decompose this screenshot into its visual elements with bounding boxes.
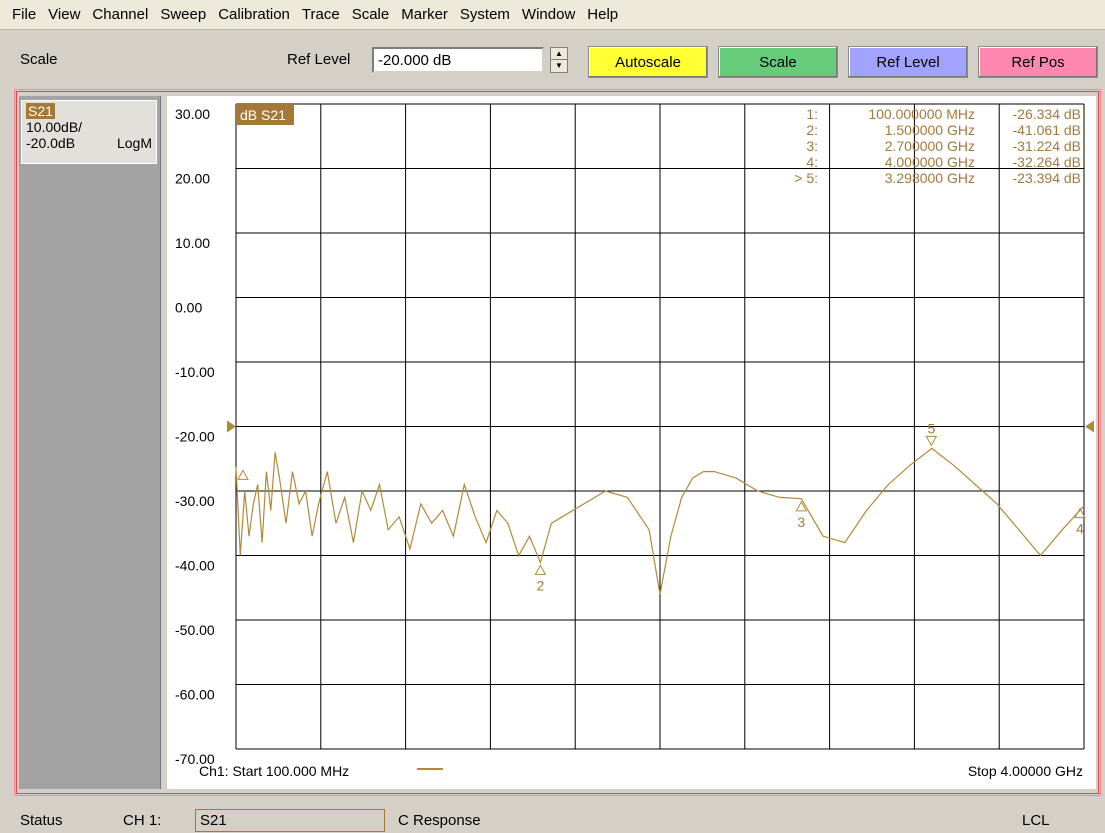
trace-label: dB S21 <box>240 107 286 123</box>
trace-status-box[interactable]: S21 10.00dB/ -20.0dB LogM <box>21 100 157 164</box>
menu-calibration[interactable]: Calibration <box>218 6 290 23</box>
menu-view[interactable]: View <box>48 6 81 23</box>
y-tick-label: 10.00 <box>175 235 210 251</box>
marker-row-freq: 1.500000 GHz <box>885 122 975 138</box>
marker-row-value: -31.224 dB <box>1013 138 1082 154</box>
y-tick-label: -10.00 <box>175 364 215 380</box>
ref-pos-button[interactable]: Ref Pos <box>978 46 1098 78</box>
marker-row-freq: 4.000000 GHz <box>885 154 975 170</box>
trace-name: S21 <box>26 103 55 119</box>
ref-level-input[interactable] <box>372 47 544 73</box>
remote-status: LCL <box>1022 812 1050 829</box>
menu-help[interactable]: Help <box>587 6 619 23</box>
marker-row-id: 1: <box>806 106 818 122</box>
trace-format: LogM <box>116 135 152 151</box>
menu-window[interactable]: Window <box>521 6 576 23</box>
marker-table: 1: 100.000000 MHz -26.334 dB 2: 1.500000 GHz… <box>794 106 1081 186</box>
trace-sidebar: S21 10.00dB/ -20.0dB LogM <box>19 96 161 789</box>
marker-row-freq: 2.700000 GHz <box>885 138 975 154</box>
autoscale-button[interactable]: Autoscale <box>588 46 708 78</box>
marker-row-value: -23.394 dB <box>1013 170 1082 186</box>
ref-level-spinner[interactable]: ▲ ▼ <box>550 47 568 73</box>
trace-label-badge <box>236 104 294 125</box>
menu-scale[interactable]: Scale <box>351 6 390 23</box>
marker-row-id: > 5: <box>794 170 818 186</box>
menu-marker[interactable]: Marker <box>401 6 448 23</box>
marker-row-id: 2: <box>806 122 818 138</box>
marker-triangle-icon <box>237 469 249 480</box>
marker-triangle-icon <box>1074 507 1086 519</box>
reference-level-arrows <box>227 420 1094 433</box>
scale-toolbar: Scale Ref Level ▲ ▼ Autoscale Scale Ref … <box>0 42 1105 82</box>
marker-row-id: 4: <box>806 154 818 170</box>
trace-chart[interactable]: 30.00 20.00 10.00 0.00 -10.00 -20.00 -30.00 -40… <box>167 96 1096 789</box>
marker-row-value: -41.061 dB <box>1013 122 1082 138</box>
scale-button[interactable]: Scale <box>718 46 838 78</box>
y-tick-label: 30.00 <box>175 106 210 122</box>
trace-markers: 2 3 4 5 <box>237 420 1086 593</box>
marker-row-id: 3: <box>806 138 818 154</box>
y-tick-label: -20.00 <box>175 429 215 445</box>
ref-arrow-right-icon <box>1085 420 1094 433</box>
y-tick-label: -50.00 <box>175 622 215 638</box>
marker-row-freq: 100.000000 MHz <box>868 106 975 122</box>
spin-up-icon[interactable]: ▲ <box>551 48 567 60</box>
ref-level-label: Ref Level <box>287 51 351 68</box>
marker-row-value: -26.334 dB <box>1013 106 1082 122</box>
status-label: Status <box>20 812 63 829</box>
active-parameter[interactable]: S21 <box>195 809 385 832</box>
menu-sweep[interactable]: Sweep <box>160 6 207 23</box>
y-tick-label: -70.00 <box>175 751 215 767</box>
grid <box>235 103 1085 750</box>
start-frequency-label: Ch1: Start 100.000 MHz <box>199 763 349 779</box>
y-tick-label: -30.00 <box>175 493 215 509</box>
marker-label: 2 <box>537 577 545 593</box>
y-tick-label: -40.00 <box>175 558 215 574</box>
stop-frequency-label: Stop 4.00000 GHz <box>968 763 1083 779</box>
toolbar-title: Scale <box>20 51 58 68</box>
menu-system[interactable]: System <box>459 6 510 23</box>
trace-s21-line <box>235 447 1085 595</box>
marker-triangle-icon <box>795 500 808 512</box>
trace-scale-per-div: 10.00dB/ <box>26 119 83 135</box>
marker-label: 5 <box>927 420 935 436</box>
y-tick-label: 0.00 <box>175 300 202 316</box>
cal-mode: C Response <box>398 812 481 829</box>
marker-triangle-icon <box>925 435 938 447</box>
spin-down-icon[interactable]: ▼ <box>555 61 563 70</box>
marker-label: 3 <box>797 514 805 530</box>
marker-label: 4 <box>1076 521 1084 537</box>
status-bar: Status CH 1: S21 C Response LCL <box>0 808 1105 833</box>
channel-label: CH 1: <box>123 812 162 829</box>
ref-level-button[interactable]: Ref Level <box>848 46 968 78</box>
y-tick-label: 20.00 <box>175 171 210 187</box>
menu-channel[interactable]: Channel <box>92 6 149 23</box>
ref-arrow-left-icon <box>227 420 236 433</box>
menu-file[interactable]: File <box>12 6 37 23</box>
y-axis-labels: 30.00 20.00 10.00 0.00 -10.00 -20.00 -30.00 -40… <box>175 106 215 767</box>
trace-ref-value: -20.0dB <box>26 135 76 151</box>
marker-row-value: -32.264 dB <box>1013 154 1082 170</box>
menu-trace[interactable]: Trace <box>301 6 340 23</box>
marker-triangle-icon <box>534 564 547 575</box>
menu-bar: File View Channel Sweep Calibration Trac… <box>0 0 1105 30</box>
marker-row-freq: 3.298000 GHz <box>885 170 975 186</box>
y-tick-label: -60.00 <box>175 687 215 703</box>
plot-area[interactable]: 30.00 20.00 10.00 0.00 -10.00 -20.00 -30.00 -40… <box>167 96 1096 789</box>
